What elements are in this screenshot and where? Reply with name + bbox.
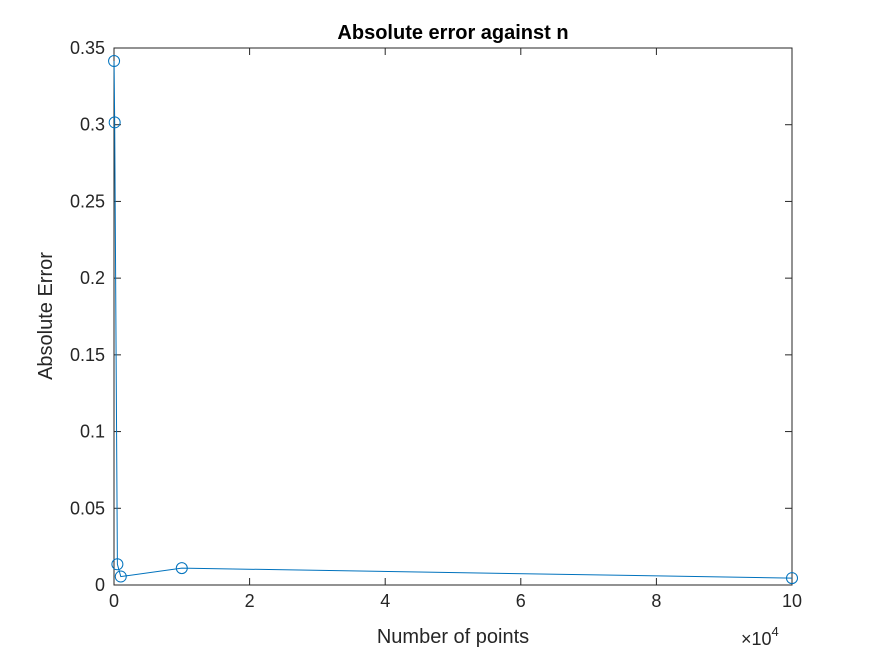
data-point-marker — [108, 55, 121, 68]
y-tick-label: 0.35 — [70, 38, 105, 58]
x-tick-label: 8 — [651, 591, 661, 611]
chart-title: Absolute error against n — [337, 22, 568, 44]
x-tick-label: 0 — [109, 591, 119, 611]
data-point-marker — [175, 562, 188, 575]
data-point-marker — [786, 572, 798, 585]
data-point-marker — [114, 570, 127, 583]
y-axis-label: Absolute Error — [35, 252, 57, 380]
y-tick-label: 0.15 — [70, 345, 105, 365]
series-line — [113, 61, 793, 579]
plot-area — [113, 47, 793, 586]
x-tick-label: 2 — [245, 591, 255, 611]
x-tick-label: 10 — [782, 591, 802, 611]
y-tick-label: 0.25 — [70, 191, 105, 211]
series-group — [108, 55, 798, 585]
x-tick-label: 6 — [516, 591, 526, 611]
y-tick-label: 0.3 — [80, 115, 105, 135]
y-tick-label: 0.1 — [80, 422, 105, 442]
x-axis-label: Number of points — [377, 626, 529, 648]
y-tick-label: 0 — [95, 575, 105, 595]
x-exponent-label: ×104 — [741, 624, 779, 649]
data-point-marker — [108, 116, 121, 129]
x-exponent-base: ×10 — [741, 629, 772, 649]
data-point-marker — [111, 558, 124, 571]
x-tick-label: 4 — [380, 591, 390, 611]
x-exponent-power: 4 — [772, 624, 779, 639]
axis-ticks: 0 2 4 6 8 10 0 0.05 0.1 0.15 0.2 0.25 0.3 0.35 — [70, 38, 802, 611]
y-tick-label: 0.05 — [70, 498, 105, 518]
y-tick-label: 0.2 — [80, 268, 105, 288]
